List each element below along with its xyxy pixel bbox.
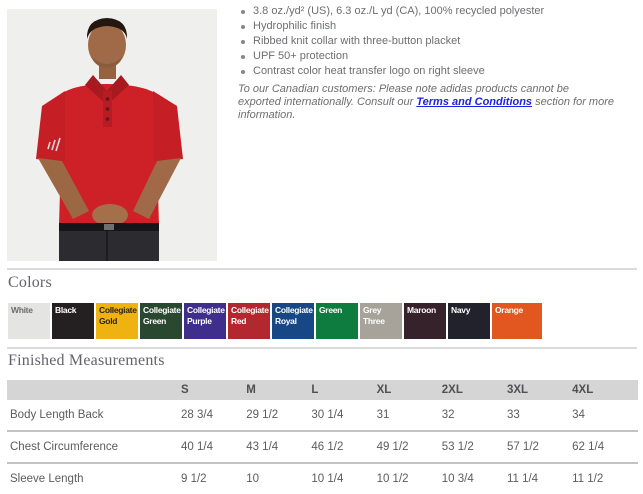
measurement-value: 11 1/2: [572, 473, 604, 485]
adidas-logo-mark: [47, 137, 61, 152]
section-divider: [7, 347, 637, 349]
color-swatch-collegiate-gold[interactable]: Collegiate Gold: [96, 303, 138, 339]
color-swatch-maroon[interactable]: Maroon: [404, 303, 446, 339]
header-cell-size: S: [181, 384, 189, 396]
feature-item: UPF 50+ protection: [239, 49, 639, 64]
header-cell-size: M: [246, 384, 256, 396]
measurement-value: 10 1/2: [376, 473, 409, 485]
row-label: Body Length Back: [10, 409, 104, 421]
measurement-value: 28 3/4: [181, 409, 213, 421]
measurement-value: 29 1/2: [246, 409, 279, 421]
feature-item: Contrast color heat transfer logo on rig…: [239, 64, 639, 79]
note-line: information.: [238, 109, 296, 121]
measurement-value: 46 1/2: [311, 441, 344, 453]
feature-item: Ribbed knit collar with three-button pla…: [239, 34, 639, 49]
measurement-value: 31: [376, 409, 390, 421]
measurement-value: 10 1/4: [311, 473, 344, 485]
table-row-sleeve-length: Sleeve Length 9 1/2 10 10 1/4 10 1/2 10 …: [7, 464, 638, 494]
measurement-value: 30 1/4: [311, 409, 344, 421]
color-swatch-white[interactable]: White: [8, 303, 50, 339]
color-swatch-collegiate-royal[interactable]: Collegiate Royal: [272, 303, 314, 339]
header-cell-size: 2XL: [441, 384, 463, 396]
color-swatch-black[interactable]: Black: [52, 303, 94, 339]
measurement-value: 62 1/4: [572, 441, 605, 453]
color-swatch-navy[interactable]: Navy: [448, 303, 490, 339]
measurement-value: 10 3/4: [441, 473, 474, 485]
measurement-value: 10: [246, 473, 259, 485]
finished-measurements-heading: Finished Measurements: [8, 352, 165, 369]
note-text: exported internationally. Consult our: [238, 96, 417, 108]
canadian-export-note: To our Canadian customers: Please note a…: [238, 83, 640, 122]
color-swatch-green[interactable]: Green: [316, 303, 358, 339]
feature-list: 3.8 oz./yd² (US), 6.3 oz./L yd (CA), 100…: [239, 4, 639, 79]
measurement-value: 33: [506, 409, 520, 421]
measurement-value: 53 1/2: [441, 441, 474, 453]
header-cell-size: 4XL: [572, 384, 594, 396]
table-row-body-length-back: Body Length Back 28 3/4 29 1/2 30 1/4 31…: [7, 400, 638, 432]
product-photo: [7, 9, 217, 261]
note-text: section for more: [532, 96, 614, 108]
measurements-table: S M L XL 2XL 3XL 4XL Body Length Back 28…: [7, 380, 638, 494]
header-cell-size: XL: [376, 384, 392, 396]
color-swatch-grey-three[interactable]: Grey Three: [360, 303, 402, 339]
row-label: Sleeve Length: [10, 473, 84, 485]
section-divider: [7, 268, 637, 270]
table-row-chest-circumference: Chest Circumference 40 1/4 43 1/4 46 1/2…: [7, 432, 638, 464]
color-swatch-collegiate-red[interactable]: Collegiate Red: [228, 303, 270, 339]
measurement-value: 34: [572, 409, 585, 421]
terms-and-conditions-link[interactable]: Terms and Conditions: [416, 96, 533, 108]
measurement-value: 49 1/2: [376, 441, 409, 453]
row-label: Chest Circumference: [10, 441, 119, 453]
color-swatch-row: White Black Collegiate Gold Collegiate G…: [8, 303, 542, 339]
header-cell-size: L: [311, 384, 319, 396]
model-in-red-polo-illustration: [7, 9, 217, 261]
measurement-value: 40 1/4: [181, 441, 213, 453]
measurement-value: 32: [441, 409, 455, 421]
color-swatch-collegiate-purple[interactable]: Collegiate Purple: [184, 303, 226, 339]
measurement-value: 9 1/2: [181, 473, 207, 485]
measurement-value: 43 1/4: [246, 441, 279, 453]
table-header-row: S M L XL 2XL 3XL 4XL: [7, 380, 638, 400]
feature-item: 3.8 oz./yd² (US), 6.3 oz./L yd (CA), 100…: [239, 4, 639, 19]
measurement-value: 57 1/2: [506, 441, 539, 453]
feature-item: Hydrophilic finish: [239, 19, 639, 34]
color-swatch-orange[interactable]: Orange: [492, 303, 542, 339]
header-cell-size: 3XL: [506, 384, 529, 396]
note-line: To our Canadian customers: Please note a…: [238, 83, 570, 95]
measurement-value: 11 1/4: [506, 473, 539, 485]
color-swatch-collegiate-green[interactable]: Collegiate Green: [140, 303, 182, 339]
colors-heading: Colors: [8, 274, 52, 291]
note-line: exported internationally. Consult our Te…: [238, 96, 640, 109]
